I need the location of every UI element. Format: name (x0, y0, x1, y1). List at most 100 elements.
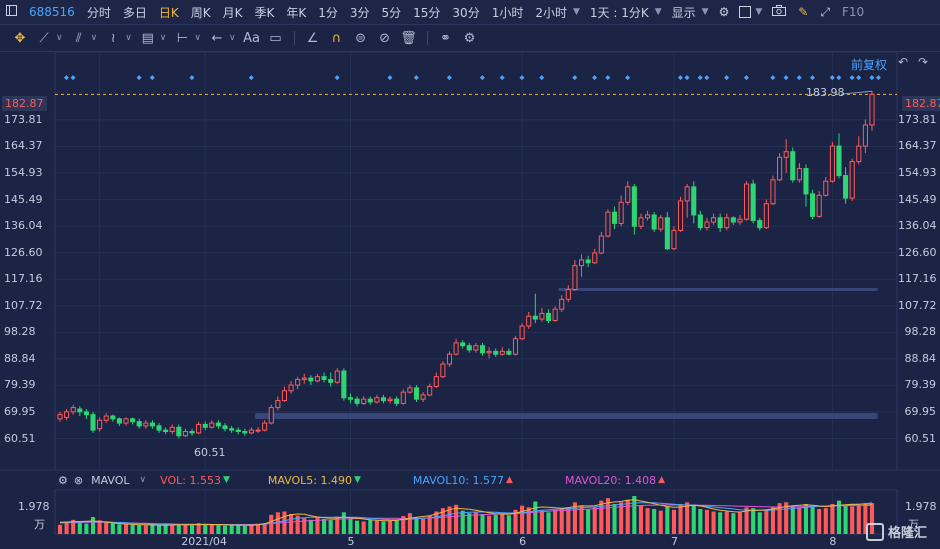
hide-drawings-icon[interactable]: ⊘ (379, 30, 391, 46)
ruler-tool-icon[interactable]: ∠ (306, 30, 319, 46)
y-tick-label-left: 88.84 (4, 351, 36, 365)
period-30min[interactable]: 30分 (452, 5, 480, 20)
candle-body (803, 168, 809, 195)
period-yearly-k[interactable]: 年K (286, 5, 307, 20)
event-marker-icon (625, 75, 631, 81)
event-marker-icon (605, 75, 611, 81)
arrow-tool-chevron-icon[interactable]: ∨ (228, 33, 236, 43)
indicator-settings-icon[interactable]: ⚙ (58, 473, 68, 487)
candle-body (176, 426, 182, 437)
candle-body (90, 414, 96, 431)
candle-body (255, 429, 261, 432)
candle-body (110, 415, 116, 420)
volume-bar (130, 524, 135, 534)
checkbox-icon[interactable] (739, 6, 752, 18)
indicator-name[interactable]: MAVOL (91, 473, 130, 487)
candle-body (400, 391, 406, 404)
volume-bar (599, 500, 604, 534)
indicator-chevron-icon[interactable]: ∨ (139, 475, 147, 485)
period-5min[interactable]: 5分 (381, 5, 402, 20)
volume-bar (850, 506, 855, 534)
period-1min[interactable]: 1分 (318, 5, 338, 20)
period-daily-k[interactable]: 日K (158, 5, 179, 20)
y-tick-label-left: 126.60 (4, 245, 43, 259)
combo-chevron-icon[interactable]: ▼ (654, 7, 662, 17)
candle-body (123, 418, 129, 424)
candle-body (704, 221, 710, 229)
mavol10-value: MAVOL10: 1.577 (412, 473, 505, 487)
fib-tool-icon[interactable]: ▤ (141, 30, 154, 46)
crosshair-move-icon[interactable]: ✥ (14, 30, 26, 46)
period-more-chevron-icon[interactable]: ▼ (572, 7, 580, 17)
candle-body (196, 423, 202, 434)
period-2hour[interactable]: 2小时 (535, 5, 567, 20)
period-quarterly-k[interactable]: 季K (254, 5, 275, 20)
checkbox-chevron-icon[interactable]: ▼ (755, 7, 763, 17)
indicator-close-icon[interactable]: ⊗ (73, 473, 84, 487)
comment-tool-icon[interactable]: ▭ (269, 30, 282, 46)
fullscreen-icon[interactable]: ⤢ (820, 4, 830, 19)
combo-period-select[interactable]: 1天 : 1分K (589, 5, 649, 20)
main-plot-frame (54, 52, 898, 471)
channel-tool-icon[interactable]: ⫽ (75, 30, 82, 46)
line-tool-chevron-icon[interactable]: ∨ (56, 33, 63, 43)
pencil-icon[interactable]: ✎ (798, 5, 809, 19)
display-chevron-icon[interactable]: ▼ (701, 7, 709, 17)
wave-tool-icon[interactable]: ≀ (110, 30, 116, 46)
candle-body (651, 214, 657, 230)
high-price-leader (841, 90, 873, 95)
text-tool-icon[interactable]: Aa (243, 30, 260, 46)
period-multiday[interactable]: 多日 (122, 5, 147, 20)
toolbar-settings-icon[interactable]: ⚙ (463, 30, 476, 46)
volume-bar (559, 508, 564, 534)
stock-code[interactable]: 688516 (29, 5, 75, 19)
volume-bar (236, 525, 241, 534)
measure-tool-icon[interactable]: ⊢ (176, 30, 189, 46)
period-3min[interactable]: 3分 (349, 5, 370, 20)
volume-bar (341, 512, 346, 534)
redo-icon[interactable]: ↷ (918, 55, 929, 69)
wave-tool-chevron-icon[interactable]: ∨ (125, 33, 132, 43)
line-tool-icon[interactable]: ⟋ (39, 30, 49, 46)
undo-icon[interactable]: ↶ (898, 55, 909, 69)
period-monthly-k[interactable]: 月K (222, 5, 243, 20)
period-fenshi[interactable]: 分时 (86, 5, 111, 20)
period-1hour[interactable]: 1小时 (491, 5, 524, 20)
candle-body (341, 370, 347, 399)
candle-body (235, 429, 241, 433)
lock-drawings-icon[interactable]: ⊜ (355, 30, 367, 46)
candle-body (380, 397, 387, 402)
f10-button[interactable]: F10 (841, 5, 865, 19)
volume-bar (335, 516, 340, 534)
settings-gear-icon[interactable]: ⚙ (718, 5, 730, 19)
period-15min[interactable]: 15分 (413, 5, 441, 20)
volume-bar (473, 512, 478, 534)
y-tick-label-right: 60.51 (904, 431, 937, 445)
candle-body (215, 422, 221, 427)
volume-bar (434, 511, 439, 534)
period-weekly-k[interactable]: 周K (190, 5, 211, 20)
layout-icon[interactable] (0, 5, 23, 19)
delete-drawings-icon[interactable]: 🗑 (400, 30, 417, 46)
arrow-tool-icon[interactable]: ← (211, 30, 223, 46)
kline-chart[interactable] (0, 52, 940, 549)
channel-tool-chevron-icon[interactable]: ∨ (90, 33, 98, 43)
volume-bar (163, 525, 168, 534)
measure-tool-chevron-icon[interactable]: ∨ (194, 33, 201, 43)
display-menu[interactable]: 显示 (671, 5, 696, 20)
candle-body (149, 422, 155, 427)
fib-tool-chevron-icon[interactable]: ∨ (159, 33, 167, 43)
candle-body (638, 217, 644, 227)
event-marker-icon (70, 75, 76, 81)
candle-body (202, 423, 208, 428)
camera-icon[interactable] (766, 5, 792, 19)
volume-bar (718, 512, 723, 534)
magnet-icon[interactable]: ∩ (331, 30, 342, 46)
candle-body (770, 179, 776, 205)
restore-rights-button[interactable]: 前复权 (851, 58, 888, 72)
indicator-bar: ⚙ ⊗ MAVOL ∨ VOL: 1.553 ▼ MAVOL5: 1.490 ▼… (0, 470, 900, 490)
candle-body (499, 350, 505, 355)
link-icon[interactable]: ⚭ (440, 30, 452, 46)
candle-body (321, 376, 327, 380)
candle-body (163, 429, 169, 433)
